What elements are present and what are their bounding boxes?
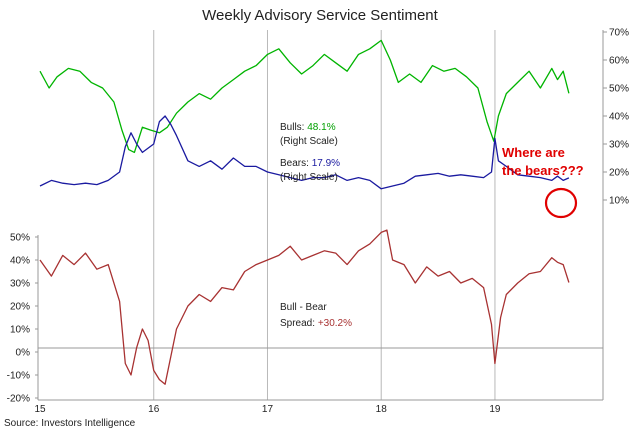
bears-line (39, 115, 570, 190)
left-axis-ticks: 50% 40% 30% 20% 10% 0% -10% -20% (7, 233, 38, 405)
right-tick-label: 20% (609, 168, 629, 179)
left-tick-label: -10% (7, 371, 30, 382)
series-lines (39, 39, 570, 385)
left-tick-label: 40% (10, 256, 30, 267)
chart-title: Weekly Advisory Service Sentiment (202, 7, 438, 24)
left-tick-label: 0% (16, 348, 31, 359)
right-axis-ticks: 70% 60% 50% 40% 30% 20% 10% (603, 28, 629, 207)
callout-line1: Where are (502, 145, 565, 160)
bears-value: 17.9% (312, 158, 340, 169)
bears-scale-note: (Right Scale) (280, 172, 338, 183)
right-tick-label: 70% (609, 28, 629, 39)
bulls-annotation: Bulls: 48.1% (280, 122, 336, 133)
axes (37, 30, 604, 401)
right-tick-label: 30% (609, 140, 629, 151)
left-tick-label: 30% (10, 279, 30, 290)
source-note: Source: Investors Intelligence (4, 418, 136, 429)
bull-bear-spread-line (39, 229, 570, 385)
spread-value: +30.2% (318, 318, 352, 329)
spread-annotation-line2: Spread: +30.2% (280, 318, 352, 329)
left-tick-label: 20% (10, 302, 30, 313)
bears-annotation: Bears: 17.9% (280, 158, 340, 169)
x-axis-ticks: 15 16 17 18 19 (34, 404, 501, 415)
bulls-line (39, 39, 570, 154)
right-tick-label: 40% (609, 112, 629, 123)
left-tick-label: 50% (10, 233, 30, 244)
right-tick-label: 60% (609, 56, 629, 67)
x-tick-label: 19 (489, 404, 501, 415)
spread-annotation-line1: Bull - Bear (280, 302, 327, 313)
callout-line2: the bears??? (502, 163, 584, 178)
x-tick-label: 18 (376, 404, 388, 415)
right-tick-label: 50% (609, 84, 629, 95)
right-tick-label: 10% (609, 196, 629, 207)
bears-label: Bears: (280, 158, 312, 169)
bulls-label: Bulls: (280, 122, 307, 133)
x-tick-label: 16 (148, 404, 160, 415)
left-tick-label: -20% (7, 394, 30, 405)
x-tick-label: 15 (34, 404, 46, 415)
bulls-scale-note: (Right Scale) (280, 136, 338, 147)
year-gridlines (153, 30, 496, 400)
x-tick-label: 17 (262, 404, 274, 415)
bulls-value: 48.1% (307, 122, 335, 133)
spread-label: Spread: (280, 318, 318, 329)
left-tick-label: 10% (10, 325, 30, 336)
callout-circle (544, 187, 578, 219)
